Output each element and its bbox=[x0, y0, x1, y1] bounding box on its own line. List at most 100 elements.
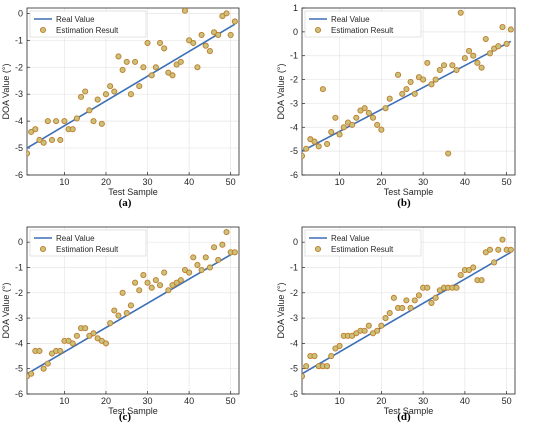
estimation-point bbox=[44, 360, 51, 367]
x-axis-label: Test Sample bbox=[384, 187, 434, 197]
data-layer bbox=[302, 9, 514, 159]
estimation-point bbox=[486, 50, 493, 57]
estimation-point bbox=[336, 131, 343, 138]
estimation-point bbox=[111, 307, 118, 314]
estimation-point bbox=[73, 332, 80, 339]
estimation-point bbox=[495, 43, 502, 50]
estimation-point bbox=[44, 118, 51, 125]
y-tick-label: -1 bbox=[15, 35, 23, 45]
estimation-point bbox=[144, 279, 151, 286]
estimation-point bbox=[478, 277, 485, 284]
estimation-point bbox=[311, 352, 318, 360]
estimation-point bbox=[223, 229, 230, 236]
estimation-point bbox=[28, 128, 35, 135]
legend-label-real: Real Value bbox=[56, 234, 95, 243]
estimation-point bbox=[231, 18, 238, 25]
y-tick-label: 0 bbox=[293, 27, 298, 37]
estimation-point bbox=[86, 107, 93, 114]
estimation-point bbox=[231, 249, 238, 256]
estimation-point bbox=[302, 373, 306, 380]
estimation-point bbox=[194, 64, 201, 71]
estimation-point bbox=[136, 83, 143, 90]
legend-marker-swatch bbox=[314, 26, 322, 34]
panel-caption: (d) bbox=[397, 411, 411, 423]
legend-label-real: Real Value bbox=[331, 234, 370, 243]
estimation-point bbox=[324, 140, 331, 148]
estimation-point bbox=[206, 264, 213, 271]
estimation-point bbox=[198, 266, 205, 274]
estimation-point bbox=[144, 39, 151, 47]
estimation-point bbox=[403, 86, 410, 93]
x-tick-label: 40 bbox=[460, 396, 470, 406]
x-tick-label: 50 bbox=[226, 177, 236, 187]
estimation-point bbox=[495, 246, 502, 253]
estimation-point bbox=[482, 35, 489, 43]
estimation-point bbox=[165, 287, 172, 294]
estimation-point bbox=[156, 282, 164, 289]
y-tick-label: -4 bbox=[290, 122, 298, 132]
estimation-point bbox=[165, 69, 172, 76]
legend: Real Value Estimation Result bbox=[304, 10, 422, 38]
estimation-point bbox=[399, 90, 406, 97]
estimation-point bbox=[156, 39, 164, 47]
legend: Real Value Estimation Result bbox=[29, 10, 147, 38]
y-tick-label: -5 bbox=[15, 364, 23, 374]
y-tick-label: -6 bbox=[15, 170, 23, 180]
y-tick-label: 0 bbox=[18, 8, 23, 18]
y-tick-label: -6 bbox=[15, 389, 23, 399]
estimation-point bbox=[173, 61, 180, 68]
estimation-point bbox=[140, 64, 147, 71]
estimation-point bbox=[382, 315, 389, 322]
estimation-point bbox=[486, 246, 493, 253]
y-tick-label: -6 bbox=[290, 170, 298, 180]
chart-panel-1: 10 20 30 40 50 -6 -5 -4 -3 -2 -1 0 Test Sample DOA Va… bbox=[1, 7, 240, 209]
estimation-point bbox=[340, 124, 347, 131]
x-tick-label: 10 bbox=[335, 177, 345, 187]
estimation-point bbox=[98, 120, 105, 127]
y-tick-label: -5 bbox=[15, 143, 23, 153]
estimation-point bbox=[466, 47, 473, 54]
estimation-point bbox=[390, 294, 397, 301]
y-tick-label: -4 bbox=[15, 338, 23, 348]
estimation-point bbox=[386, 309, 393, 317]
estimation-point bbox=[107, 320, 114, 327]
x-axis-label: Test Sample bbox=[108, 187, 158, 197]
y-tick-label: -6 bbox=[290, 389, 298, 399]
y-tick-label: -4 bbox=[15, 116, 23, 126]
estimation-point bbox=[107, 83, 114, 90]
estimation-point bbox=[507, 26, 514, 33]
estimation-point bbox=[420, 76, 427, 83]
estimation-point bbox=[499, 24, 506, 31]
estimation-point bbox=[453, 66, 460, 74]
estimation-point bbox=[223, 10, 230, 17]
legend-label-estimation: Estimation Result bbox=[331, 26, 394, 35]
y-tick-label: -2 bbox=[290, 75, 298, 85]
x-tick-label: 50 bbox=[502, 396, 512, 406]
estimation-point bbox=[449, 62, 456, 69]
estimation-point bbox=[453, 284, 460, 291]
x-tick-label: 10 bbox=[335, 396, 345, 406]
y-tick-label: -5 bbox=[290, 364, 298, 374]
estimation-point bbox=[428, 81, 435, 88]
estimation-point bbox=[328, 129, 335, 136]
estimation-point bbox=[90, 330, 97, 337]
estimation-point bbox=[386, 95, 393, 102]
estimation-point bbox=[457, 272, 464, 279]
axes-frame bbox=[26, 7, 240, 176]
estimation-point bbox=[478, 64, 485, 71]
estimation-point bbox=[215, 31, 222, 38]
x-tick-label: 30 bbox=[418, 396, 428, 406]
x-tick-label: 40 bbox=[460, 177, 470, 187]
axes-frame bbox=[301, 226, 516, 395]
y-axis-label: DOA Value (°) bbox=[1, 64, 11, 120]
estimation-point bbox=[507, 246, 514, 253]
x-tick-label: 20 bbox=[376, 177, 386, 187]
y-tick-label: -1 bbox=[290, 262, 298, 272]
estimation-point bbox=[73, 115, 80, 122]
estimation-point bbox=[69, 126, 76, 133]
estimation-point bbox=[32, 126, 39, 133]
legend-label-estimation: Estimation Result bbox=[331, 245, 394, 254]
estimation-point bbox=[186, 269, 193, 276]
y-tick-label: -3 bbox=[290, 98, 298, 108]
estimation-point bbox=[102, 340, 110, 347]
